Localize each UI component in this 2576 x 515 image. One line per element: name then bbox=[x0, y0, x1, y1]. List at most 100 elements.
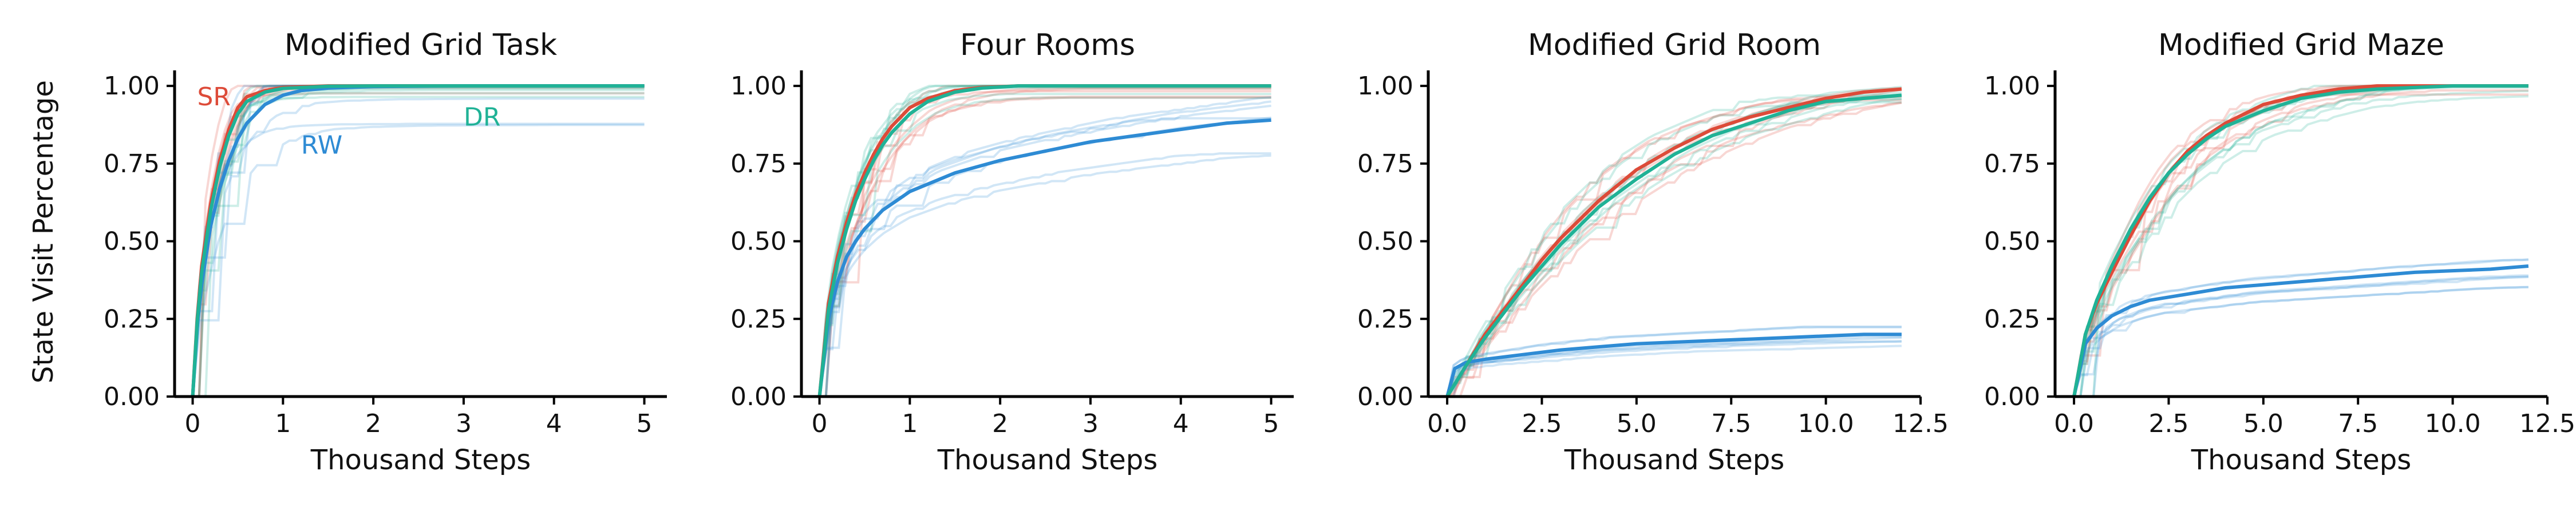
x-tick-label: 4 bbox=[1173, 409, 1189, 438]
series-run-sr bbox=[192, 92, 645, 398]
series-run-rw bbox=[1446, 344, 1902, 397]
y-tick-label: 0.75 bbox=[1984, 149, 2040, 179]
series-run-rw bbox=[191, 124, 645, 397]
series-run-rw bbox=[2074, 276, 2528, 398]
series-run-sr bbox=[1446, 87, 1902, 397]
chart-panel-4: Modified Grid Maze 0.00 0.25 0.50 0.75 1.00 0.… bbox=[1984, 28, 2575, 476]
y-tick-label: 0.50 bbox=[1357, 227, 1413, 256]
series-annotation-rw: RW bbox=[301, 130, 342, 160]
series-run-rw bbox=[819, 152, 1271, 398]
series-run-rw bbox=[819, 96, 1271, 398]
series-run-rw bbox=[2073, 286, 2528, 397]
series-run-rw bbox=[2073, 258, 2529, 397]
y-tick-label: 0.50 bbox=[104, 227, 160, 256]
series-run-sr bbox=[2073, 89, 2528, 397]
y-tick-label: 0.75 bbox=[730, 149, 787, 179]
series-run-rw bbox=[818, 154, 1271, 397]
series-line-sr bbox=[1445, 87, 1902, 398]
series-line-dr bbox=[191, 84, 645, 397]
series-line-dr bbox=[1445, 93, 1902, 398]
y-tick-label: 0.25 bbox=[1984, 304, 2040, 334]
chart-panel-2: Four Rooms 0.00 0.25 0.50 0.75 1.00 0 1 2 3 4 5 Thou… bbox=[730, 28, 1294, 476]
chart-title: Modified Grid Room bbox=[1528, 28, 1821, 62]
x-tick-label: 2 bbox=[365, 409, 381, 438]
y-tick-label: 1.00 bbox=[1984, 72, 2040, 101]
series-run-dr bbox=[1446, 98, 1902, 398]
series-run-sr bbox=[818, 96, 1271, 397]
chart-title: Four Rooms bbox=[960, 28, 1135, 62]
series-run-dr bbox=[1446, 95, 1902, 397]
series-run-rw bbox=[2073, 286, 2528, 397]
x-axis-label: Thousand Steps bbox=[1564, 444, 1784, 476]
series-run-sr bbox=[818, 86, 1271, 397]
x-axis-label: Thousand Steps bbox=[937, 444, 1157, 476]
y-tick-label: 0.25 bbox=[104, 304, 160, 334]
series-run-rw bbox=[2074, 275, 2528, 398]
x-tick-label: 5 bbox=[1263, 409, 1279, 438]
series-run-sr bbox=[1446, 101, 1902, 398]
series-line-sr bbox=[2072, 84, 2528, 397]
series-run-sr bbox=[1446, 88, 1902, 397]
y-tick-label: 1.00 bbox=[104, 72, 160, 101]
y-tick-label: 0.25 bbox=[730, 304, 787, 334]
x-tick-label: 1 bbox=[902, 409, 918, 438]
series-annotation-dr: DR bbox=[464, 102, 500, 132]
x-axis-label: Thousand Steps bbox=[2191, 444, 2411, 476]
y-tick-label: 0.75 bbox=[1357, 149, 1413, 179]
x-tick-label: 10.0 bbox=[2425, 409, 2481, 438]
x-tick-label: 0.0 bbox=[2054, 409, 2094, 438]
series-run-dr bbox=[191, 89, 645, 397]
x-tick-label: 12.5 bbox=[1893, 409, 1949, 438]
series-run-rw bbox=[1446, 336, 1902, 397]
series-run-rw bbox=[1446, 340, 1902, 397]
chart-title: Modified Grid Maze bbox=[2158, 28, 2444, 62]
series-run-rw bbox=[1446, 325, 1902, 397]
series-line-dr bbox=[2072, 84, 2528, 397]
series-run-rw bbox=[191, 122, 645, 397]
x-tick-label: 0 bbox=[185, 409, 201, 438]
series-run-dr bbox=[2074, 95, 2528, 398]
series-run-rw bbox=[818, 117, 1271, 397]
y-tick-label: 0.00 bbox=[104, 382, 160, 411]
x-tick-label: 0.0 bbox=[1427, 409, 1467, 438]
series-run-sr bbox=[819, 96, 1271, 398]
series-run-dr bbox=[2073, 90, 2528, 397]
x-tick-label: 2.5 bbox=[2148, 409, 2188, 438]
chart-title: Modified Grid Task bbox=[285, 28, 557, 62]
x-tick-label: 2.5 bbox=[1522, 409, 1562, 438]
x-tick-label: 12.5 bbox=[2519, 409, 2575, 438]
series-run-dr bbox=[192, 96, 645, 398]
series-line-rw bbox=[2072, 264, 2529, 397]
series-run-rw bbox=[191, 97, 645, 397]
x-tick-label: 0 bbox=[812, 409, 828, 438]
series-run-sr bbox=[1447, 101, 1902, 398]
series-line-rw bbox=[1445, 332, 1902, 397]
y-tick-label: 0.50 bbox=[1984, 227, 2040, 256]
series-run-rw bbox=[1446, 326, 1902, 397]
series-run-dr bbox=[818, 96, 1271, 397]
shared-ylabel: State Visit Percentage bbox=[27, 80, 60, 383]
series-run-dr bbox=[191, 92, 645, 397]
series-run-sr bbox=[819, 88, 1271, 398]
series-run-dr bbox=[1446, 94, 1902, 397]
y-tick-label: 1.00 bbox=[730, 72, 787, 101]
x-tick-label: 7.5 bbox=[1711, 409, 1751, 438]
series-line-dr bbox=[817, 84, 1271, 397]
x-tick-label: 5 bbox=[637, 409, 653, 438]
series-annotation-sr: SR bbox=[197, 82, 231, 112]
x-tick-label: 3 bbox=[1082, 409, 1099, 438]
series-run-dr bbox=[818, 93, 1271, 397]
x-axis-label: Thousand Steps bbox=[310, 444, 531, 476]
series-run-dr bbox=[191, 87, 645, 397]
series-line-rw bbox=[817, 118, 1271, 397]
chart-panel-3: Modified Grid Room 0.00 0.25 0.50 0.75 1.00 0.… bbox=[1357, 28, 1949, 476]
y-tick-label: 0.75 bbox=[104, 149, 160, 179]
x-tick-label: 4 bbox=[546, 409, 562, 438]
chart-panel-1: Modified Grid Task 0.00 0.25 0.50 0.75 1.00 0 1… bbox=[104, 28, 667, 476]
x-tick-label: 7.5 bbox=[2338, 409, 2378, 438]
y-tick-label: 0.50 bbox=[730, 227, 787, 256]
x-tick-label: 3 bbox=[456, 409, 472, 438]
y-tick-label: 1.00 bbox=[1357, 72, 1413, 101]
series-run-rw bbox=[2073, 274, 2528, 397]
